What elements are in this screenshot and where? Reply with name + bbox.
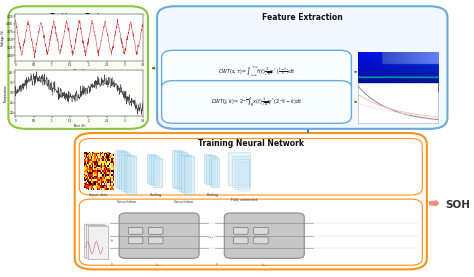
Text: Convolution: Convolution (174, 200, 194, 204)
FancyBboxPatch shape (75, 133, 427, 270)
FancyBboxPatch shape (224, 213, 304, 258)
Text: $x_t$: $x_t$ (110, 262, 114, 268)
FancyBboxPatch shape (148, 237, 163, 244)
FancyBboxPatch shape (84, 224, 104, 257)
FancyBboxPatch shape (235, 159, 249, 189)
Text: Pooling: Pooling (207, 193, 219, 197)
FancyBboxPatch shape (209, 157, 217, 185)
FancyBboxPatch shape (162, 81, 351, 123)
FancyBboxPatch shape (117, 151, 127, 188)
FancyBboxPatch shape (119, 213, 199, 258)
FancyBboxPatch shape (126, 157, 136, 194)
FancyBboxPatch shape (233, 237, 248, 244)
Text: Battery Data: Battery Data (51, 13, 106, 22)
FancyBboxPatch shape (148, 227, 163, 234)
Text: Input data: Input data (89, 193, 108, 197)
FancyBboxPatch shape (9, 6, 148, 129)
Text: Fully connected: Fully connected (231, 198, 257, 202)
FancyBboxPatch shape (172, 150, 182, 187)
FancyBboxPatch shape (79, 199, 422, 265)
FancyBboxPatch shape (228, 152, 250, 185)
FancyBboxPatch shape (162, 50, 351, 93)
Text: $CWT(s,\tau) = \int_{-\infty}^{+\infty} f(t)\frac{1}{\sqrt{s}}\psi^*(\frac{t-\ta: $CWT(s,\tau) = \int_{-\infty}^{+\infty} … (218, 65, 295, 79)
FancyBboxPatch shape (86, 225, 106, 258)
FancyBboxPatch shape (179, 154, 189, 191)
FancyBboxPatch shape (146, 154, 155, 183)
Text: $DWT(j,k) = 2^{-\frac{j}{2}}\int_{R} x(t)\frac{1}{\sqrt{a}}\psi^*(2^{-j}t-k)dt$: $DWT(j,k) = 2^{-\frac{j}{2}}\int_{R} x(t… (210, 95, 302, 109)
FancyBboxPatch shape (211, 158, 219, 187)
FancyBboxPatch shape (154, 158, 162, 187)
Text: Pooling: Pooling (149, 193, 161, 197)
FancyBboxPatch shape (115, 150, 125, 187)
Text: $x_t$: $x_t$ (215, 262, 219, 268)
Text: $h_{t-1}$: $h_{t-1}$ (155, 262, 163, 269)
Text: ...: ... (207, 233, 214, 239)
FancyBboxPatch shape (204, 154, 212, 183)
FancyBboxPatch shape (121, 154, 131, 191)
FancyBboxPatch shape (151, 157, 159, 185)
Text: Convolution: Convolution (117, 200, 137, 204)
FancyBboxPatch shape (88, 226, 108, 259)
FancyBboxPatch shape (232, 156, 250, 187)
Text: SOH: SOH (445, 200, 470, 210)
FancyBboxPatch shape (233, 227, 248, 234)
FancyBboxPatch shape (128, 237, 143, 244)
FancyBboxPatch shape (177, 152, 187, 189)
FancyBboxPatch shape (149, 155, 157, 184)
FancyBboxPatch shape (124, 155, 134, 192)
FancyBboxPatch shape (157, 6, 447, 129)
FancyBboxPatch shape (254, 227, 268, 234)
FancyBboxPatch shape (254, 237, 268, 244)
FancyBboxPatch shape (174, 151, 184, 188)
FancyBboxPatch shape (128, 227, 143, 234)
FancyBboxPatch shape (181, 155, 191, 192)
FancyBboxPatch shape (79, 138, 422, 195)
FancyBboxPatch shape (183, 157, 194, 194)
FancyBboxPatch shape (207, 155, 215, 184)
FancyBboxPatch shape (238, 162, 249, 191)
Text: Feature Extraction: Feature Extraction (262, 13, 343, 22)
Text: Training Neural Network: Training Neural Network (198, 139, 304, 148)
FancyBboxPatch shape (119, 152, 129, 189)
Text: $h_{t-1}$: $h_{t-1}$ (261, 262, 268, 269)
